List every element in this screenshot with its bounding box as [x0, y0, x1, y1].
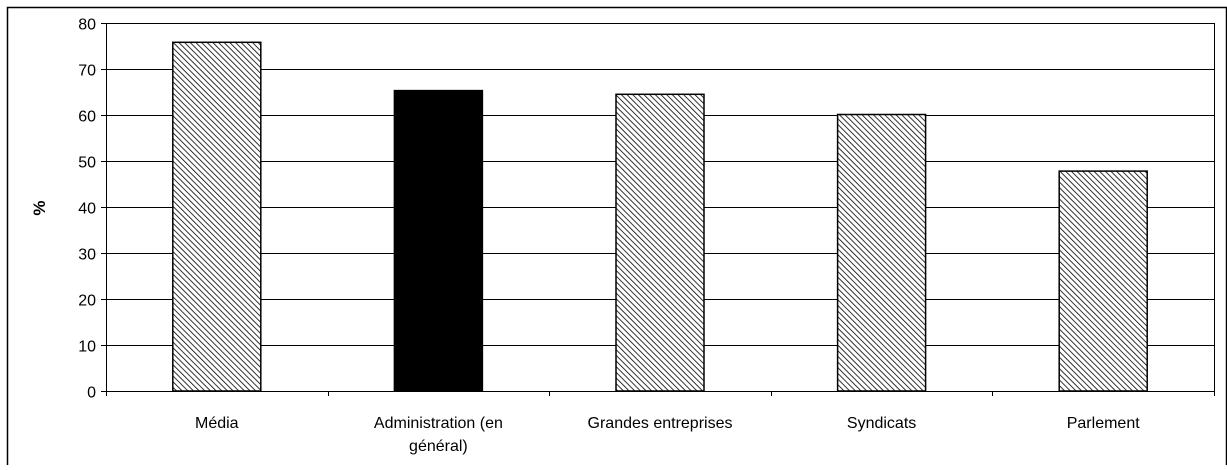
y-tick-label: 30 [78, 247, 96, 264]
y-tick-label: 20 [78, 293, 96, 310]
axes [101, 23, 1215, 396]
x-tick-label: Syndicats [847, 415, 916, 432]
y-tick-label: 80 [78, 17, 96, 34]
x-tick-label: Parlement [1067, 415, 1140, 432]
bar [172, 41, 262, 392]
x-tick-label: Média [195, 415, 239, 432]
bar [836, 113, 927, 392]
bars [172, 41, 1148, 392]
y-tick-label: 0 [87, 385, 96, 402]
bar [393, 89, 484, 392]
x-tick-label: Grandes entreprises [588, 415, 733, 432]
y-tick-label: 60 [78, 109, 96, 126]
y-tick-label: 40 [78, 201, 96, 218]
y-tick-label: 50 [78, 155, 96, 172]
bar [615, 93, 705, 392]
y-axis-label: % [30, 200, 49, 215]
bar [1058, 170, 1148, 392]
x-tick-label: Administration (en général) [374, 415, 503, 455]
y-tick-label: 70 [78, 63, 96, 80]
y-tick-label: 10 [78, 339, 96, 356]
tick-labels: 0 10 20 30 40 50 60 70 80 Média Administration (en… [78, 17, 1140, 456]
